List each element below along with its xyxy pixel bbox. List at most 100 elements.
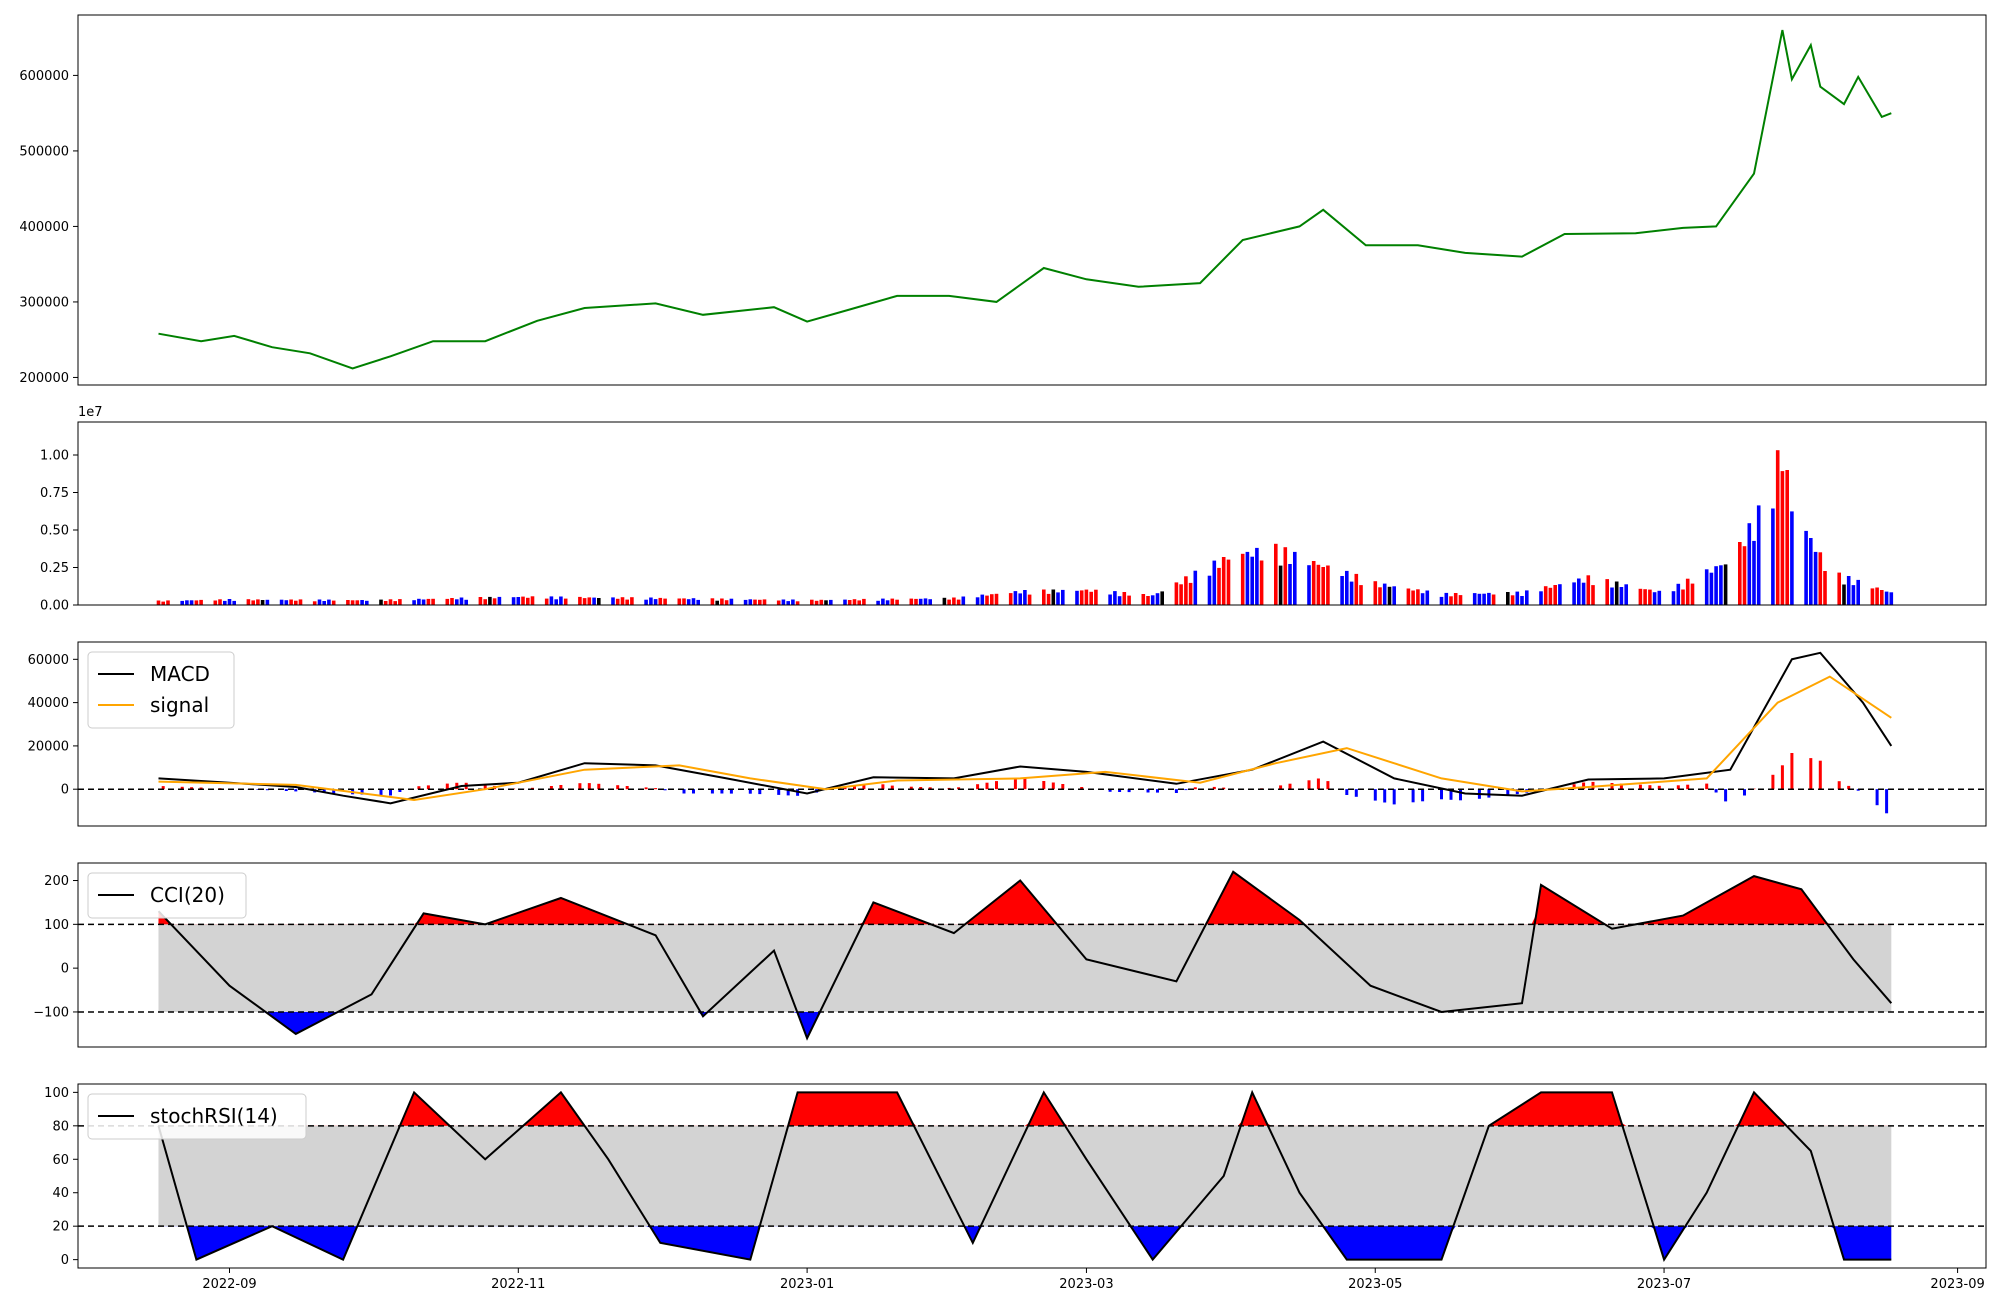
overbought-fill	[158, 1092, 1892, 1126]
volume-bar	[961, 596, 966, 605]
volume-bar	[1146, 596, 1150, 605]
volume-bar	[1624, 584, 1628, 605]
volume-bar	[1359, 585, 1363, 605]
volume-bar	[317, 599, 322, 605]
volume-bar	[582, 598, 587, 605]
volume-bar	[379, 599, 383, 605]
macd-histogram-bar	[1373, 789, 1377, 801]
macd-histogram-bar	[682, 789, 686, 794]
macd-histogram-bar	[1676, 785, 1680, 790]
volume-bar	[677, 598, 682, 605]
macd-histogram-bar	[1411, 789, 1415, 803]
volume-bar	[450, 598, 454, 605]
volume-bar	[1141, 594, 1146, 605]
macd-histogram-bar	[256, 789, 260, 790]
neutral-band	[158, 924, 1892, 1012]
volume-bar	[1790, 511, 1794, 605]
macd-histogram-bar	[1638, 784, 1642, 790]
volume-bar	[1193, 570, 1198, 605]
macd-histogram-bar	[1724, 789, 1728, 802]
volume-bar	[1482, 593, 1486, 605]
volume-bar	[1884, 591, 1889, 605]
macd-histogram-bar	[1023, 778, 1027, 790]
legend-label: MACD	[150, 662, 210, 686]
volume-bar	[1681, 589, 1685, 605]
volume-bar	[923, 598, 928, 605]
macd-histogram-bar	[322, 789, 326, 793]
price-line	[158, 29, 1892, 370]
macd-histogram-bar	[587, 783, 591, 790]
y-tick-label: 0.75	[40, 486, 69, 501]
volume-bar	[990, 594, 994, 605]
volume-bar	[478, 597, 483, 605]
volume-bar	[455, 599, 459, 605]
macd-histogram-bar	[729, 789, 733, 794]
volume-bar	[1255, 547, 1259, 605]
volume-bar	[549, 596, 554, 605]
volume-bar	[1780, 471, 1785, 605]
y-tick-label: 100	[44, 1086, 69, 1101]
volume-bar	[928, 599, 932, 605]
legend-label: CCI(20)	[150, 883, 225, 907]
volume-bar	[251, 600, 255, 605]
volume-bar	[876, 600, 880, 605]
volume-bar	[1610, 587, 1614, 605]
macd-histogram-bar	[1345, 789, 1349, 795]
y-tick-label: 200000	[19, 371, 69, 386]
volume-bar	[1311, 561, 1316, 605]
macd-histogram-bar	[853, 785, 856, 790]
volume-bar	[1458, 595, 1463, 605]
volume-bar	[994, 593, 999, 605]
macd-histogram-bar	[843, 786, 847, 790]
macd-histogram-bar	[1051, 782, 1055, 790]
macd-series-macd	[158, 651, 1893, 805]
volume-bar	[166, 600, 170, 605]
volume-bar	[246, 599, 251, 605]
volume-bar	[464, 599, 468, 605]
macd-histogram-bar	[1316, 778, 1320, 790]
volume-bar	[1061, 589, 1065, 605]
volume-bar	[1340, 576, 1344, 605]
macd-histogram-bar	[1743, 789, 1746, 796]
x-tick-label: 2023-09	[1930, 1277, 1984, 1292]
volume-bar	[720, 598, 724, 605]
volume-bar	[1539, 591, 1543, 605]
volume-bar	[1723, 564, 1728, 605]
x-tick-label: 2022-09	[202, 1277, 256, 1292]
panel-volume: 0.00 0.25 0.50 0.75 1.00 1e7	[40, 405, 1987, 614]
volume-bar	[1572, 582, 1576, 605]
volume-bar	[1018, 593, 1022, 605]
x-tick-label: 2023-07	[1637, 1277, 1691, 1292]
volume-bar	[265, 599, 270, 605]
volume-bar	[1548, 587, 1553, 605]
volume-bar	[1278, 565, 1283, 605]
volume-bar	[762, 599, 767, 605]
volume-bar	[942, 597, 947, 605]
volume-bar	[1719, 565, 1723, 605]
macd-histogram-bar	[1174, 789, 1178, 793]
x-tick-label: 2022-11	[491, 1277, 545, 1292]
volume-bar	[1160, 591, 1164, 605]
volume-bar	[1856, 579, 1860, 605]
macd-histogram-bar	[180, 786, 184, 790]
y-tick-label: 0.25	[40, 561, 69, 576]
y-tick-label: 500000	[19, 144, 69, 159]
volume-bar	[360, 600, 364, 605]
macd-histogram-bar	[1354, 789, 1358, 797]
volume-bar	[1581, 582, 1586, 605]
macd-histogram-bar	[710, 789, 714, 794]
volume-bar	[544, 598, 549, 605]
volume-bar	[1008, 593, 1013, 605]
macd-histogram-bar	[1714, 789, 1718, 793]
volume-bar	[781, 599, 786, 605]
volume-bar	[1027, 594, 1032, 605]
macd-histogram-bar	[1279, 785, 1283, 790]
volume-bar	[1804, 530, 1808, 605]
volume-bar	[1809, 538, 1813, 605]
volume-bar	[1245, 551, 1250, 605]
volume-bar	[1416, 589, 1420, 605]
volume-bar	[1425, 590, 1430, 605]
volume-bar	[1638, 588, 1643, 605]
macd-histogram-bar	[597, 783, 601, 790]
volume-bar	[189, 600, 194, 605]
